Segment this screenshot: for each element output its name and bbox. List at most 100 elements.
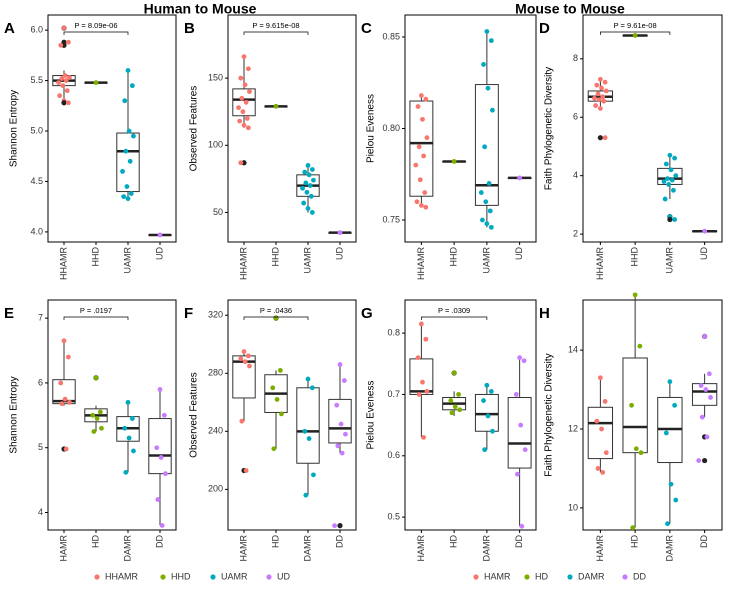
- y-tick-label: 200: [208, 484, 223, 494]
- point: [239, 418, 245, 424]
- point: [311, 177, 316, 183]
- significance-bracket: [600, 31, 671, 35]
- point: [482, 144, 488, 150]
- y-axis-label: Faith Phylogenetic Diversity: [544, 353, 555, 476]
- box: [148, 418, 172, 475]
- y-axis-label: Observed Features: [189, 86, 200, 172]
- point: [245, 353, 251, 359]
- point: [630, 525, 636, 531]
- point: [600, 94, 606, 100]
- point: [238, 75, 244, 81]
- point: [126, 128, 132, 134]
- point: [451, 370, 457, 376]
- point: [629, 402, 634, 408]
- point: [418, 202, 424, 208]
- point: [708, 395, 713, 400]
- point: [600, 470, 606, 475]
- point: [61, 338, 67, 344]
- x-tick-label: HHAMR: [238, 247, 248, 280]
- legend-label: DAMR: [578, 571, 605, 581]
- x-tick-label: UAMR: [481, 247, 491, 274]
- point: [673, 497, 679, 503]
- point: [422, 190, 428, 195]
- point: [311, 472, 316, 478]
- legend-swatch: [160, 574, 166, 580]
- point: [603, 450, 609, 456]
- point: [303, 492, 309, 498]
- point: [238, 356, 244, 362]
- point: [594, 418, 600, 424]
- panel-letter: F: [184, 305, 193, 322]
- point: [423, 336, 429, 342]
- point: [517, 355, 523, 361]
- point: [93, 80, 99, 85]
- point: [131, 133, 136, 139]
- point: [596, 97, 602, 103]
- legend-label: HAMR: [484, 571, 511, 581]
- point: [423, 204, 429, 210]
- y-tick-label: 5.5: [30, 75, 43, 85]
- point: [273, 315, 279, 321]
- x-tick-label: HAMR: [416, 535, 426, 562]
- point: [665, 176, 670, 182]
- legend-label: UAMR: [221, 571, 248, 581]
- point: [157, 232, 163, 238]
- point: [603, 88, 609, 94]
- point: [702, 333, 708, 339]
- panel-letter: A: [4, 20, 15, 37]
- x-tick-label: HHD: [270, 247, 280, 267]
- point: [124, 184, 130, 189]
- y-tick-label: 0.80: [382, 123, 400, 133]
- plot-frame: [582, 299, 723, 531]
- point: [64, 88, 70, 94]
- point: [484, 382, 490, 388]
- legend-swatch: [567, 574, 573, 580]
- point: [602, 398, 608, 404]
- point: [65, 100, 71, 106]
- point: [157, 387, 163, 392]
- y-tick-label: 0.75: [382, 214, 400, 224]
- point: [597, 106, 603, 111]
- point: [417, 177, 423, 183]
- point: [242, 359, 248, 365]
- panel-letter: G: [361, 305, 373, 322]
- point: [163, 471, 168, 477]
- point: [308, 193, 314, 199]
- point: [159, 523, 165, 528]
- x-tick-label: DD: [334, 535, 344, 548]
- y-tick-label: 0.85: [382, 31, 400, 41]
- point: [637, 343, 643, 349]
- point: [597, 375, 603, 381]
- box: [474, 84, 499, 206]
- box: [328, 398, 352, 444]
- plot-frame: [227, 14, 357, 243]
- legend-label: DD: [633, 571, 646, 581]
- x-tick-label: HAMR: [238, 535, 248, 562]
- point: [490, 107, 495, 113]
- point: [414, 199, 420, 205]
- x-tick-label: HHAMR: [416, 247, 426, 280]
- point: [592, 95, 597, 101]
- point: [595, 91, 601, 97]
- point: [302, 428, 308, 434]
- point: [332, 523, 337, 529]
- point: [341, 378, 347, 383]
- point: [602, 79, 608, 85]
- y-axis-label: Shannon Entropy: [9, 376, 20, 453]
- point: [599, 426, 604, 432]
- point: [593, 103, 599, 108]
- y-axis-label: Pielou Eveness: [366, 94, 377, 163]
- x-tick-label: HD: [449, 535, 459, 548]
- point: [236, 105, 241, 111]
- legend-label: HD: [535, 571, 548, 581]
- point: [478, 190, 484, 195]
- point: [488, 224, 494, 230]
- point: [704, 434, 710, 440]
- x-tick-label: UAMR: [302, 247, 312, 274]
- plot-frame: [582, 14, 723, 243]
- y-tick-label: 150: [208, 73, 223, 83]
- point: [305, 376, 311, 382]
- point: [415, 355, 421, 361]
- point: [662, 196, 668, 202]
- p-value: P = .0309: [438, 306, 470, 315]
